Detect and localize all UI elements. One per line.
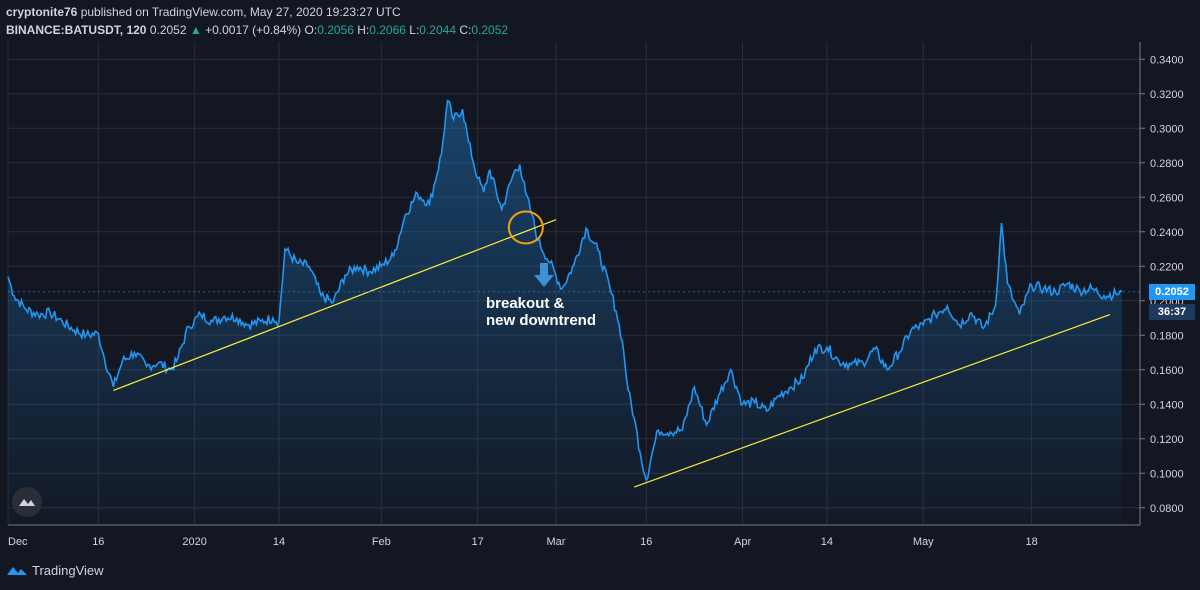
y-tick-label: 0.3000 xyxy=(1150,123,1184,135)
x-tick-label: Feb xyxy=(372,536,391,548)
down-arrow-icon xyxy=(534,263,554,287)
y-tick-label: 0.2200 xyxy=(1150,261,1184,273)
low-label: L: xyxy=(409,23,420,37)
last-price-tag: 0.2052 xyxy=(1149,284,1195,300)
publish-info: cryptonite76 published on TradingView.co… xyxy=(6,5,401,19)
y-tick-label: 0.1400 xyxy=(1150,399,1184,411)
x-tick-label: Dec xyxy=(8,536,28,548)
annotation-line-2: new downtrend xyxy=(486,312,596,329)
publish-date: published on TradingView.com, May 27, 20… xyxy=(80,5,401,19)
y-tick-label: 0.0800 xyxy=(1150,503,1184,515)
low-value: 0.2044 xyxy=(419,23,456,37)
change-value: +0.0017 (+0.84%) xyxy=(205,23,302,37)
x-tick-label: Mar xyxy=(546,536,565,548)
high-value: 0.2066 xyxy=(369,23,406,37)
breakout-circle xyxy=(507,210,544,245)
y-tick-label: 0.2600 xyxy=(1150,192,1184,204)
last-price: 0.2052 xyxy=(149,23,187,37)
y-tick-label: 0.2400 xyxy=(1150,227,1184,239)
author-name[interactable]: cryptonite76 xyxy=(6,5,78,19)
price-line xyxy=(7,99,1123,482)
footer-brand-label: TradingView xyxy=(32,563,104,578)
ohlc-legend: BINANCE:BATUSDT, 120 0.2052 ▲ +0.0017 (+… xyxy=(6,23,508,37)
y-tick-label: 0.1200 xyxy=(1150,434,1184,446)
tradingview-logo-icon xyxy=(7,567,27,575)
x-tick-label: May xyxy=(913,536,934,548)
x-tick-label: 16 xyxy=(92,536,104,548)
y-tick-label: 0.2800 xyxy=(1150,158,1184,170)
trendline xyxy=(634,313,1111,488)
y-tick-label: 0.1800 xyxy=(1150,330,1184,342)
breakout-annotation: breakout & new downtrend xyxy=(486,295,596,329)
high-label: H: xyxy=(357,23,370,37)
y-tick-label: 0.3400 xyxy=(1150,54,1184,66)
y-tick-label: 0.1000 xyxy=(1150,468,1184,480)
x-tick-label: 18 xyxy=(1025,536,1037,548)
x-tick-label: Apr xyxy=(734,536,751,548)
close-label: C: xyxy=(459,23,472,37)
change-arrow: ▲ xyxy=(189,23,202,37)
footer-brand[interactable]: TradingView xyxy=(6,563,104,578)
x-tick-label: 14 xyxy=(821,536,833,548)
x-tick-label: 2020 xyxy=(182,536,206,548)
tradingview-badge-icon[interactable] xyxy=(12,487,42,517)
bar-countdown-tag: 36:37 xyxy=(1149,304,1195,320)
x-tick-label: 14 xyxy=(273,536,285,548)
open-value: 0.2056 xyxy=(317,23,354,37)
y-tick-label: 0.3200 xyxy=(1150,89,1184,101)
close-value: 0.2052 xyxy=(471,23,509,37)
open-label: O: xyxy=(304,23,318,37)
y-tick-label: 0.1600 xyxy=(1150,365,1184,377)
x-tick-label: 16 xyxy=(640,536,652,548)
symbol-label[interactable]: BINANCE:BATUSDT, 120 xyxy=(6,23,147,37)
price-area xyxy=(8,100,1122,525)
x-tick-label: 17 xyxy=(472,536,484,548)
annotation-line-1: breakout & xyxy=(486,295,565,312)
trendline xyxy=(113,219,557,392)
